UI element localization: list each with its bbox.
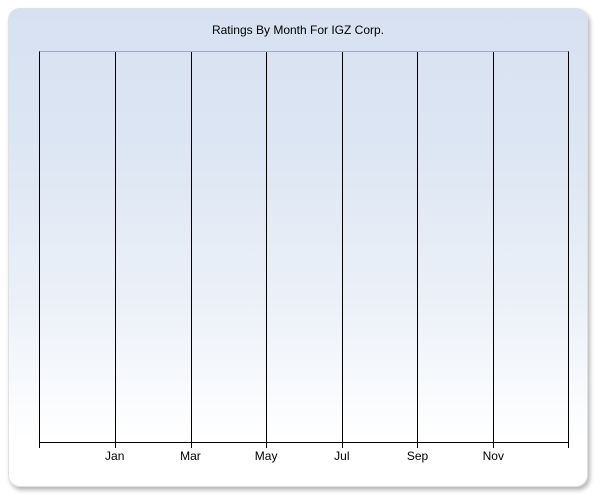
x-axis-tick: [568, 442, 569, 448]
x-axis-tick-label: Jul: [334, 449, 350, 463]
x-axis-tick: [39, 442, 40, 448]
x-axis-tick-label: May: [254, 449, 278, 463]
x-axis-tick-label: Sep: [406, 449, 429, 463]
chart-panel: Ratings By Month For IGZ Corp. Jan Mar M…: [8, 8, 588, 487]
gridline: [417, 52, 419, 442]
x-axis-tick: [417, 442, 419, 448]
plot-area: [39, 51, 569, 448]
x-axis-tick: [266, 442, 268, 448]
x-axis-tick-label: Nov: [482, 449, 504, 463]
gridline: [341, 52, 343, 442]
x-axis-tick: [492, 442, 494, 448]
x-axis-tick: [115, 442, 117, 448]
x-axis-tick-label: Mar: [180, 449, 201, 463]
chart-title: Ratings By Month For IGZ Corp.: [211, 23, 385, 37]
gridline: [266, 52, 268, 442]
x-axis-tick: [341, 442, 343, 448]
gridline: [115, 52, 117, 442]
x-axis-tick: [190, 442, 192, 448]
gridline: [492, 52, 494, 442]
x-axis-labels: Jan Mar May Jul Sep Nov: [39, 449, 569, 463]
x-axis-tick-label: Jan: [105, 449, 125, 463]
gridline: [190, 52, 192, 442]
